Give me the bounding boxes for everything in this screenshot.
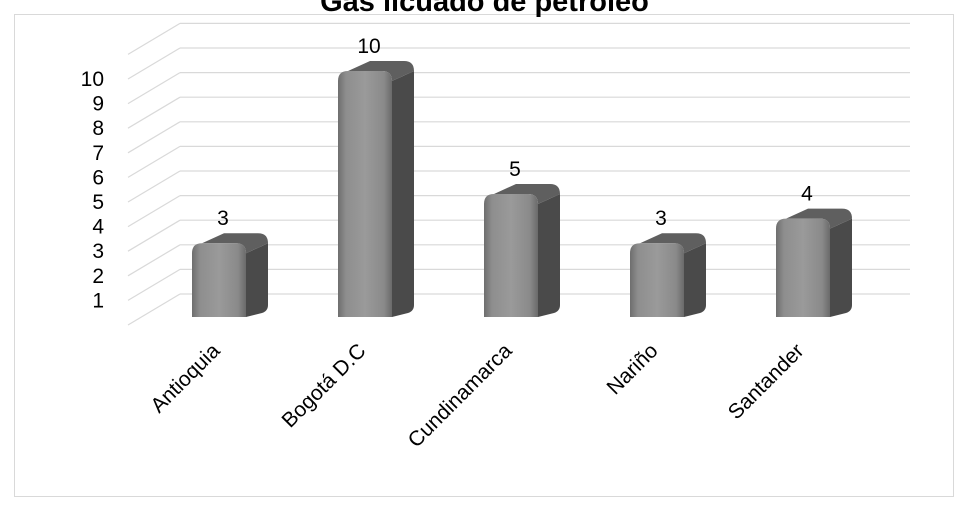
y-tick-label: 4 — [92, 216, 104, 239]
y-tick-label: 8 — [92, 117, 104, 140]
chart-title: Gas licuado de petróleo — [320, 0, 649, 18]
bar — [484, 184, 560, 317]
y-tick-label: 10 — [81, 68, 104, 91]
gridline — [127, 145, 910, 178]
category-label: Cundinamarca — [404, 339, 517, 452]
data-label: 3 — [217, 207, 229, 230]
category-label: Antioquia — [146, 339, 224, 417]
bar — [338, 61, 414, 317]
gridline — [127, 22, 910, 55]
gridline — [127, 96, 910, 129]
bar — [630, 233, 706, 317]
gridline — [127, 121, 910, 154]
gridline — [127, 47, 910, 80]
data-label: 5 — [509, 158, 521, 181]
gridline — [127, 71, 910, 105]
data-label: 4 — [801, 183, 813, 206]
category-label: Nariño — [603, 339, 663, 399]
data-label: 10 — [357, 35, 380, 58]
y-tick-label: 6 — [92, 166, 104, 189]
gridline — [127, 170, 910, 203]
y-tick-label: 1 — [92, 289, 104, 312]
y-tick-label: 5 — [92, 191, 104, 214]
data-label: 3 — [655, 207, 667, 230]
data-labels: 3 10 5 3 4 — [217, 35, 813, 230]
category-label: Bogotá D.C — [278, 339, 371, 432]
y-tick-label: 2 — [92, 265, 104, 288]
bars — [192, 61, 852, 317]
y-tick-label: 7 — [92, 142, 104, 165]
bar — [776, 208, 852, 317]
bar — [192, 233, 268, 317]
category-label: Santander — [724, 339, 809, 424]
y-tick-label: 3 — [92, 240, 104, 263]
x-axis-categories: Antioquia Bogotá D.C Cundinamarca Nariño San… — [146, 339, 808, 452]
y-tick-label: 9 — [92, 93, 104, 116]
